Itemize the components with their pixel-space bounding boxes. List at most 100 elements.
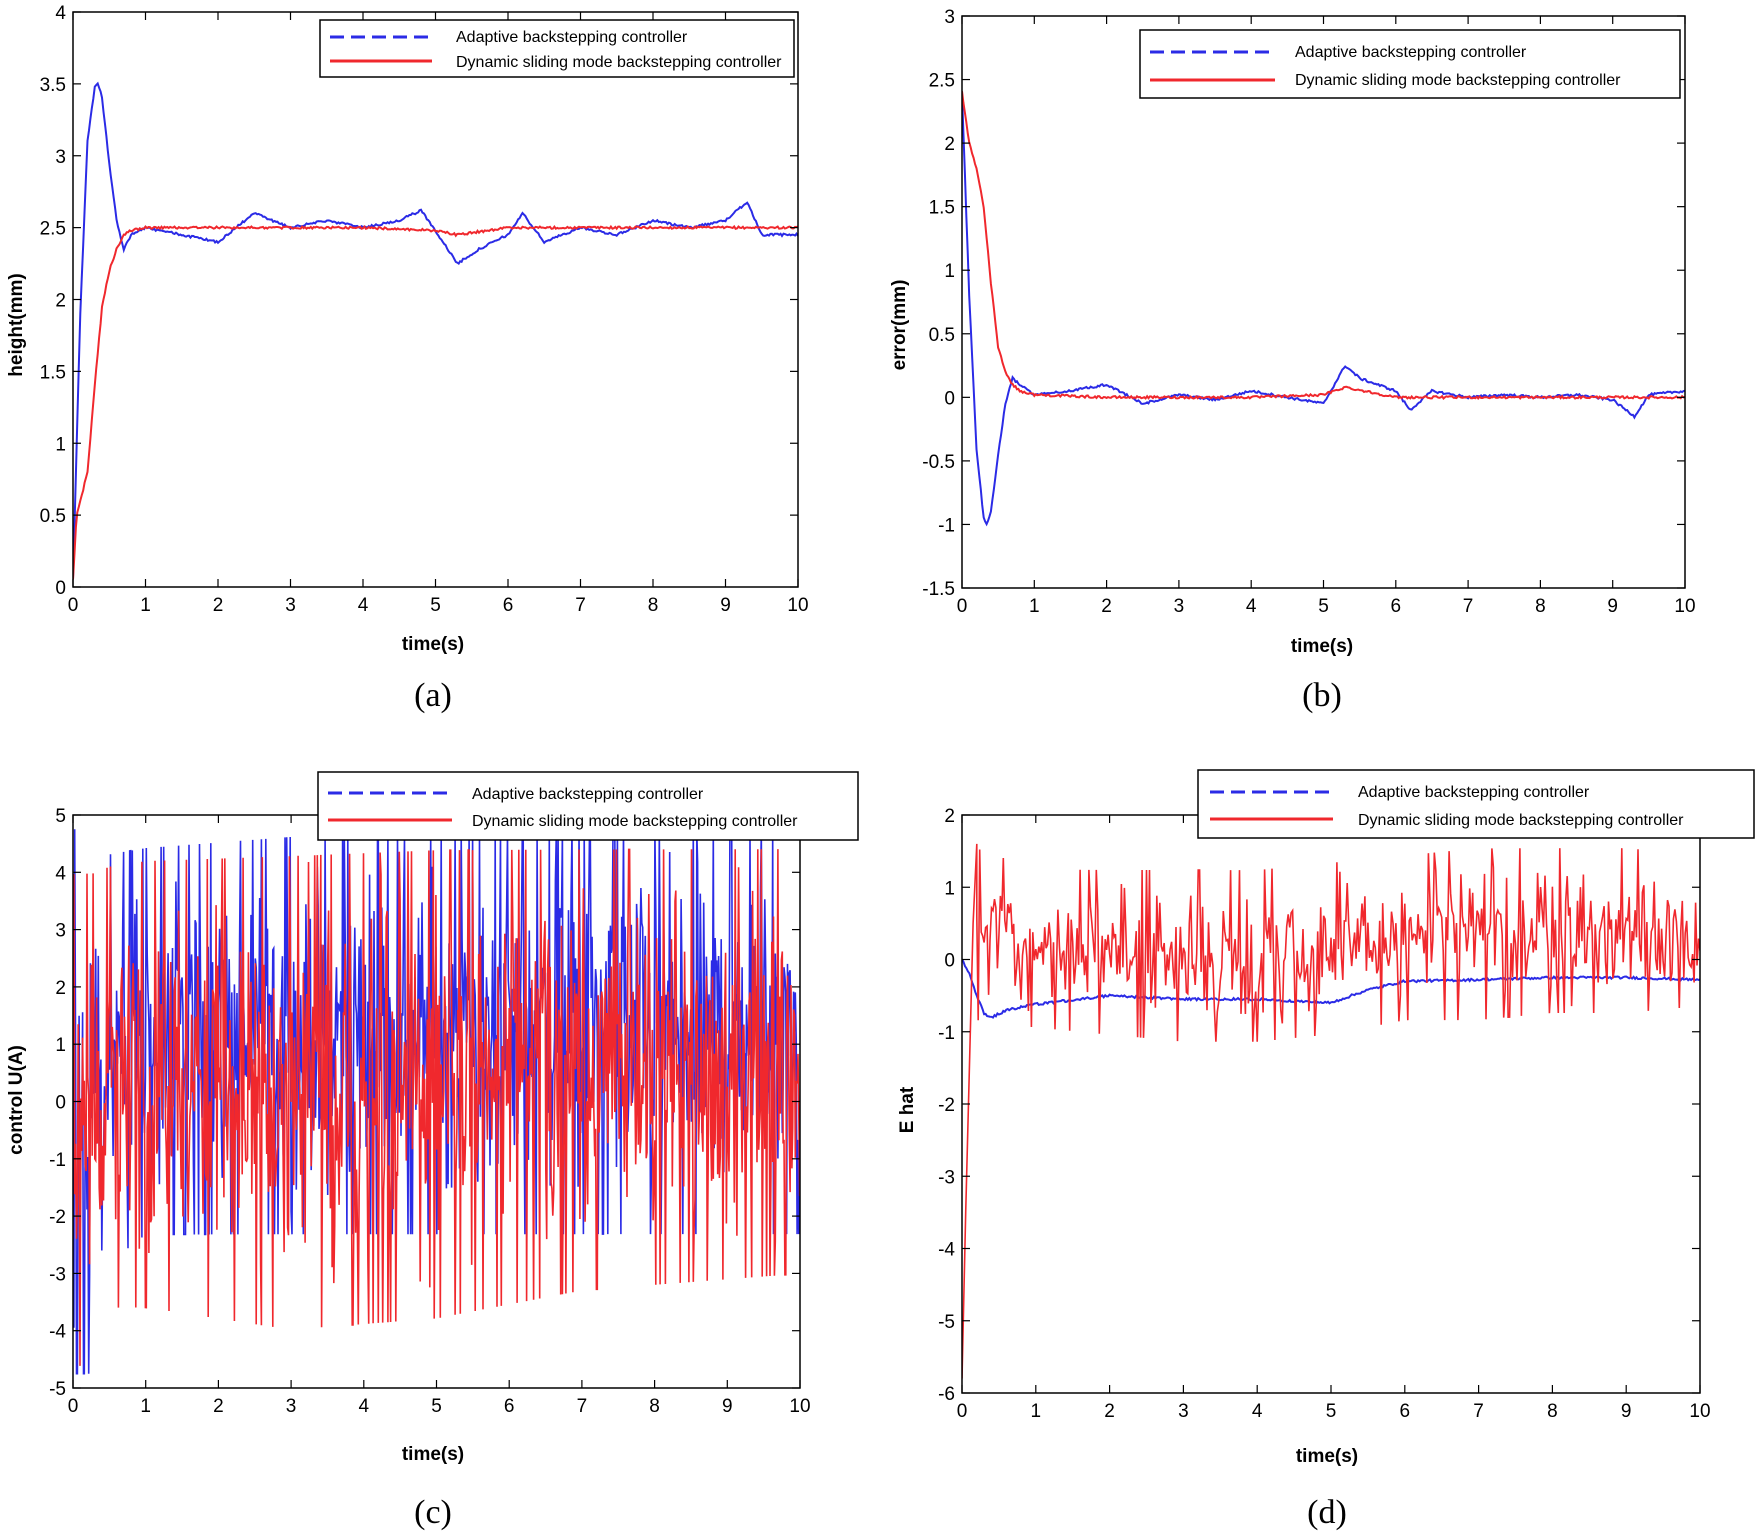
xtick-label-c-1: 1 bbox=[140, 1396, 151, 1417]
xlabel-c: time(s) bbox=[402, 1444, 464, 1465]
series-a-sliding bbox=[73, 224, 798, 580]
xtick-label-b-6: 6 bbox=[1391, 596, 1402, 617]
plot-area-b: 0 1 2 3 4 5 6 7 8 9 10 -1.5 -1 -0.5 0 0.5 1 1.5 2 2.5 3 bbox=[922, 7, 1695, 617]
ytick-label-a-2.5: 2.5 bbox=[40, 219, 66, 240]
xtick-label-d-3: 3 bbox=[1178, 1401, 1189, 1422]
ytick-label-b-1.5: 1.5 bbox=[929, 198, 955, 219]
ylabel-c: control U(A) bbox=[6, 1045, 27, 1155]
legend-b-sliding-label: Dynamic sliding mode backstepping contro… bbox=[1295, 72, 1621, 89]
ytick-label-a-2: 2 bbox=[55, 291, 66, 312]
xtick-label-a-10: 10 bbox=[787, 595, 808, 616]
ytick-label-d--5: -5 bbox=[938, 1312, 955, 1333]
xtick-label-a-8: 8 bbox=[648, 595, 659, 616]
series-d-sliding bbox=[962, 843, 1700, 1379]
ylabel-a: height(mm) bbox=[6, 273, 27, 376]
ytick-label-c-4: 4 bbox=[55, 863, 66, 884]
ylabel-b: error(mm) bbox=[889, 280, 910, 371]
xtick-label-b-5: 5 bbox=[1318, 596, 1329, 617]
axes-frame-a bbox=[72, 11, 799, 588]
ytick-label-c-5: 5 bbox=[55, 806, 66, 827]
panel-a: 0 1 2 3 4 5 6 7 8 9 10 0 0.5 1 1.5 2 2.5 3 3.5 4 time(s) he… bbox=[6, 3, 809, 714]
xtick-label-c-3: 3 bbox=[286, 1396, 297, 1417]
xtick-label-d-8: 8 bbox=[1547, 1401, 1558, 1422]
xtick-label-a-5: 5 bbox=[430, 595, 441, 616]
ytick-label-a-4: 4 bbox=[55, 3, 66, 24]
ytick-label-b-0.5: 0.5 bbox=[929, 325, 955, 346]
ytick-label-b--0.5: -0.5 bbox=[922, 452, 955, 473]
xtick-label-a-1: 1 bbox=[140, 595, 151, 616]
ytick-label-a-1: 1 bbox=[55, 434, 66, 455]
xtick-label-a-4: 4 bbox=[358, 595, 369, 616]
legend-a-adaptive-label: Adaptive backstepping controller bbox=[456, 29, 688, 46]
xtick-label-d-10: 10 bbox=[1689, 1401, 1710, 1422]
series-d-adaptive bbox=[962, 958, 1700, 1019]
caption-c: (c) bbox=[414, 1494, 452, 1531]
xtick-label-c-0: 0 bbox=[68, 1396, 79, 1417]
ylabel-d: E hat bbox=[897, 1086, 918, 1133]
ytick-label-d--6: -6 bbox=[938, 1384, 955, 1405]
ytick-label-c-3: 3 bbox=[55, 921, 66, 942]
xtick-label-b-4: 4 bbox=[1246, 596, 1257, 617]
xtick-label-d-7: 7 bbox=[1473, 1401, 1484, 1422]
legend-d: Adaptive backstepping controller Dynamic… bbox=[1197, 769, 1755, 839]
xtick-label-b-9: 9 bbox=[1607, 596, 1618, 617]
legend-b-adaptive-label: Adaptive backstepping controller bbox=[1295, 44, 1527, 61]
xtick-label-d-6: 6 bbox=[1400, 1401, 1411, 1422]
xtick-label-b-2: 2 bbox=[1101, 596, 1112, 617]
plot-area-d: 0 1 2 3 4 5 6 7 8 9 10 -6 -5 -4 -3 -2 -1 0 1 2 bbox=[938, 806, 1710, 1422]
xtick-label-b-7: 7 bbox=[1463, 596, 1474, 617]
xtick-label-c-7: 7 bbox=[577, 1396, 588, 1417]
xlabel-a: time(s) bbox=[402, 634, 464, 655]
caption-d: (d) bbox=[1307, 1494, 1347, 1531]
xtick-label-a-6: 6 bbox=[503, 595, 514, 616]
ytick-label-a-3: 3 bbox=[55, 147, 66, 168]
xlabel-d: time(s) bbox=[1296, 1446, 1358, 1467]
ytick-label-c--1: -1 bbox=[49, 1150, 66, 1171]
ytick-label-b--1.5: -1.5 bbox=[922, 579, 955, 600]
panel-d: 0 1 2 3 4 5 6 7 8 9 10 -6 -5 -4 -3 -2 -1 0 1 2 time(s) E ha… bbox=[897, 769, 1755, 1531]
legend-c: Adaptive backstepping controller Dynamic… bbox=[317, 771, 859, 841]
xtick-label-b-1: 1 bbox=[1029, 596, 1040, 617]
legend-a: Adaptive backstepping controller Dynamic… bbox=[319, 19, 795, 78]
legend-d-sliding-label: Dynamic sliding mode backstepping contro… bbox=[1358, 812, 1684, 829]
ytick-label-c-1: 1 bbox=[55, 1035, 66, 1056]
axes-frame-b bbox=[961, 15, 1686, 589]
xtick-label-c-10: 10 bbox=[789, 1396, 810, 1417]
xtick-label-c-4: 4 bbox=[359, 1396, 370, 1417]
xtick-label-d-5: 5 bbox=[1326, 1401, 1337, 1422]
xtick-label-a-3: 3 bbox=[285, 595, 296, 616]
ytick-label-a-0.5: 0.5 bbox=[40, 506, 66, 527]
xtick-label-b-10: 10 bbox=[1674, 596, 1695, 617]
axes-frame-d bbox=[961, 814, 1701, 1394]
xtick-label-d-2: 2 bbox=[1104, 1401, 1115, 1422]
legend-c-adaptive-label: Adaptive backstepping controller bbox=[472, 786, 704, 803]
ytick-label-a-3.5: 3.5 bbox=[40, 75, 66, 96]
ytick-label-b-2.5: 2.5 bbox=[929, 71, 955, 92]
ytick-label-b-3: 3 bbox=[944, 7, 955, 28]
caption-a: (a) bbox=[414, 677, 452, 714]
ytick-label-d--2: -2 bbox=[938, 1095, 955, 1116]
series-c-sliding bbox=[73, 848, 800, 1366]
xtick-label-c-9: 9 bbox=[722, 1396, 733, 1417]
xtick-label-d-1: 1 bbox=[1031, 1401, 1042, 1422]
series-a-adaptive bbox=[73, 81, 798, 579]
xtick-label-b-8: 8 bbox=[1535, 596, 1546, 617]
ytick-label-c-2: 2 bbox=[55, 978, 66, 999]
xtick-label-c-2: 2 bbox=[213, 1396, 224, 1417]
xtick-label-d-0: 0 bbox=[957, 1401, 968, 1422]
ytick-label-b--1: -1 bbox=[938, 515, 955, 536]
ytick-label-c--3: -3 bbox=[49, 1264, 66, 1285]
series-b-adaptive bbox=[962, 92, 1685, 527]
plot-area-c: 0 1 2 3 4 5 6 7 8 9 10 -5 -4 -3 -2 -1 0 1 2 3 4 5 bbox=[49, 806, 810, 1417]
ytick-label-d--3: -3 bbox=[938, 1167, 955, 1188]
xtick-label-c-6: 6 bbox=[504, 1396, 515, 1417]
xtick-label-a-0: 0 bbox=[68, 595, 79, 616]
ytick-label-c-0: 0 bbox=[55, 1093, 66, 1114]
ytick-label-b-1: 1 bbox=[944, 261, 955, 282]
xtick-label-b-3: 3 bbox=[1174, 596, 1185, 617]
ytick-label-c--2: -2 bbox=[49, 1207, 66, 1228]
legend-b: Adaptive backstepping controller Dynamic… bbox=[1139, 29, 1681, 99]
xtick-label-a-2: 2 bbox=[213, 595, 224, 616]
legend-d-adaptive-label: Adaptive backstepping controller bbox=[1358, 784, 1590, 801]
